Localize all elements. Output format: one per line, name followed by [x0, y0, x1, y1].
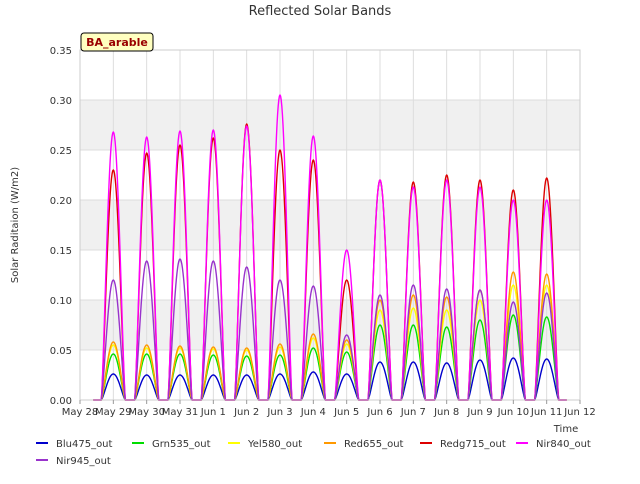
- plot-band: [80, 300, 580, 350]
- y-tick-label: 0.10: [50, 296, 72, 307]
- x-axis-label: Time: [553, 424, 578, 435]
- legend-label: Redg715_out: [440, 439, 506, 450]
- legend-label: Red655_out: [344, 439, 404, 450]
- plot-band: [80, 200, 580, 250]
- x-tick-label: Jun 9: [466, 407, 492, 418]
- axes: [79, 49, 581, 401]
- x-tick-label: Jun 12: [563, 407, 596, 418]
- y-tick-label: 0.35: [50, 46, 72, 57]
- x-tick-label: Jun 7: [400, 407, 426, 418]
- plot-background: [80, 50, 580, 400]
- y-tick-label: 0.05: [50, 346, 72, 357]
- chart-title: Reflected Solar Bands: [249, 4, 392, 19]
- y-tick-labels: 0.00 0.05 0.10 0.15 0.20 0.25 0.30 0.35: [50, 46, 72, 407]
- y-tick-label: 0.25: [50, 146, 72, 157]
- legend: Blu475_out Grn535_out Yel580_out Red655_out…: [36, 439, 591, 467]
- plot-band: [80, 100, 580, 150]
- x-tick-label: Jun 5: [333, 407, 359, 418]
- x-tick-label: Jun 4: [300, 407, 326, 418]
- x-tick-label: Jun 10: [497, 407, 530, 418]
- x-tick-label: Jun 8: [433, 407, 459, 418]
- legend-label: Blu475_out: [56, 439, 113, 450]
- y-tick-label: 0.20: [50, 196, 72, 207]
- x-tick-label: Jun 11: [530, 407, 563, 418]
- y-tick-label: 0.15: [50, 246, 72, 257]
- y-tick-label: 0.00: [50, 396, 72, 407]
- y-axis-label: Solar Raditaion (W/m2): [10, 167, 21, 283]
- plot-frame: [79, 49, 581, 401]
- x-tick-label: May 28: [62, 407, 99, 418]
- annotation-text: BA_arable: [86, 36, 148, 49]
- x-tick-label: Jun 2: [233, 407, 259, 418]
- y-tick-label: 0.30: [50, 96, 72, 107]
- legend-label: Nir840_out: [536, 439, 591, 450]
- x-tick-label: May 29: [95, 407, 132, 418]
- site-annotation: BA_arable: [80, 32, 154, 52]
- annotation-box: [80, 32, 154, 52]
- x-tick-label: Jun 1: [200, 407, 226, 418]
- x-tick-label: Jun 3: [266, 407, 292, 418]
- x-tick-label: May 30: [128, 407, 165, 418]
- x-tick-label: May 31: [162, 407, 199, 418]
- x-tick-label: Jun 6: [366, 407, 392, 418]
- legend-label: Nir945_out: [56, 456, 111, 467]
- legend-label: Yel580_out: [247, 439, 302, 450]
- legend-label: Grn535_out: [152, 439, 211, 450]
